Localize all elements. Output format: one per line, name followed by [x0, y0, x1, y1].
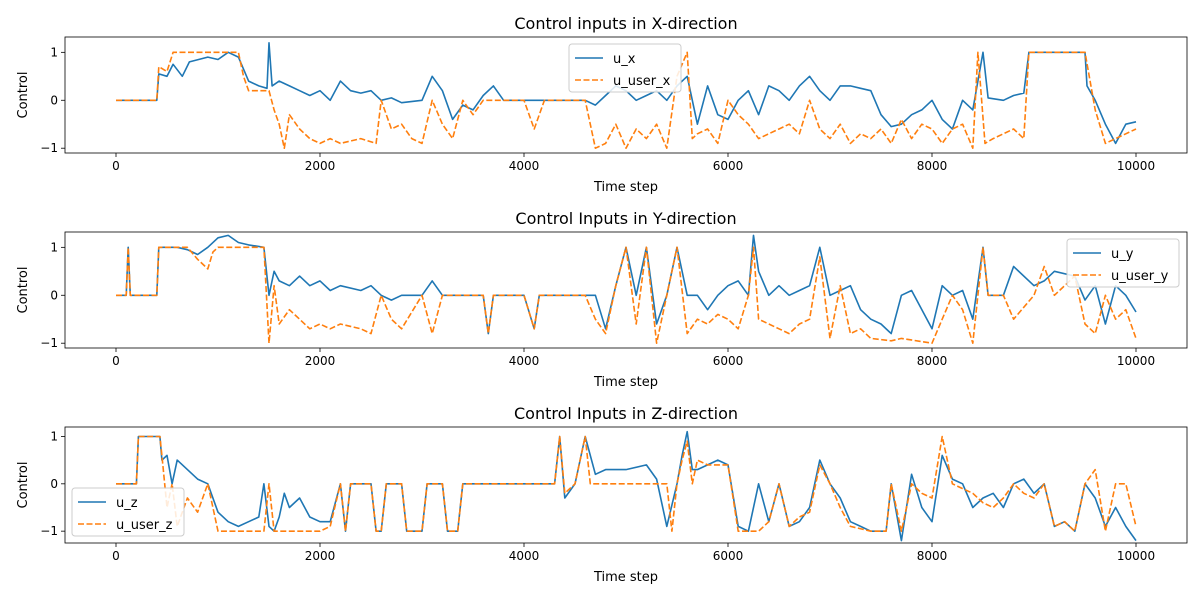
legend: u_x u_user_x	[568, 43, 682, 93]
axes-frame	[64, 36, 1188, 154]
y-tick-label: −1	[40, 524, 58, 538]
y-tick-label: −1	[40, 336, 58, 350]
subplot-1: Control inputs in X-direction 0 2000 4000 60…	[16, 14, 1188, 195]
y-tick-label: 0	[50, 477, 58, 491]
y-axis-label: Control	[16, 267, 31, 314]
x-tick-label: 8000	[917, 354, 948, 368]
x-tick-label: 2000	[305, 354, 336, 368]
y-tick-label: 1	[50, 240, 58, 254]
y-tick-label: 1	[50, 429, 58, 443]
x-tick-label: 0	[112, 549, 120, 563]
legend-label-u_user_x: u_user_x	[613, 74, 671, 89]
x-tick-label: 4000	[509, 159, 540, 173]
subplot-3: Control Inputs in Z-direction 0 2000 4000 60…	[16, 404, 1188, 585]
x-axis-label: Time step	[593, 375, 658, 390]
x-tick-label: 8000	[917, 549, 948, 563]
legend: u_z u_user_z	[71, 487, 185, 537]
x-tick-label: 8000	[917, 159, 948, 173]
axes-frame	[64, 426, 1188, 544]
x-tick-label: 2000	[305, 159, 336, 173]
x-tick-label: 0	[112, 159, 120, 173]
y-tick-label: 1	[50, 45, 58, 59]
x-axis-label: Time step	[593, 180, 658, 195]
x-tick-label: 10000	[1117, 354, 1155, 368]
x-tick-label: 0	[112, 354, 120, 368]
x-tick-label: 10000	[1117, 159, 1155, 173]
x-tick-label: 6000	[713, 549, 744, 563]
series-line-u_user_z	[116, 435, 1137, 532]
x-tick-label: 10000	[1117, 549, 1155, 563]
x-tick-label: 6000	[713, 354, 744, 368]
x-tick-label: 2000	[305, 549, 336, 563]
x-tick-label: 6000	[713, 159, 744, 173]
y-tick-label: −1	[40, 141, 58, 155]
subplot-2: Control Inputs in Y-direction 0 2000 4000 60…	[16, 209, 1188, 390]
x-axis-label: Time step	[593, 570, 658, 585]
y-tick-label: 0	[50, 93, 58, 107]
x-tick-label: 4000	[509, 354, 540, 368]
subplot-title: Control inputs in X-direction	[514, 14, 737, 33]
legend-label-u_user_y: u_user_y	[1111, 269, 1169, 284]
legend: u_y u_user_y	[1066, 238, 1180, 288]
series-line-u_x	[116, 42, 1137, 145]
y-tick-label: 0	[50, 288, 58, 302]
legend-label-u_y: u_y	[1111, 247, 1134, 262]
y-axis-label: Control	[16, 72, 31, 119]
legend-label-u_z: u_z	[116, 496, 138, 511]
legend-label-u_user_z: u_user_z	[116, 518, 173, 533]
series-line-u_y	[116, 234, 1137, 335]
series-line-u_user_y	[116, 246, 1137, 344]
subplot-title: Control Inputs in Y-direction	[515, 209, 736, 228]
subplot-title: Control Inputs in Z-direction	[514, 404, 738, 423]
axes-frame	[64, 231, 1188, 349]
y-axis-label: Control	[16, 462, 31, 509]
x-tick-label: 4000	[509, 549, 540, 563]
legend-label-u_x: u_x	[613, 52, 636, 67]
